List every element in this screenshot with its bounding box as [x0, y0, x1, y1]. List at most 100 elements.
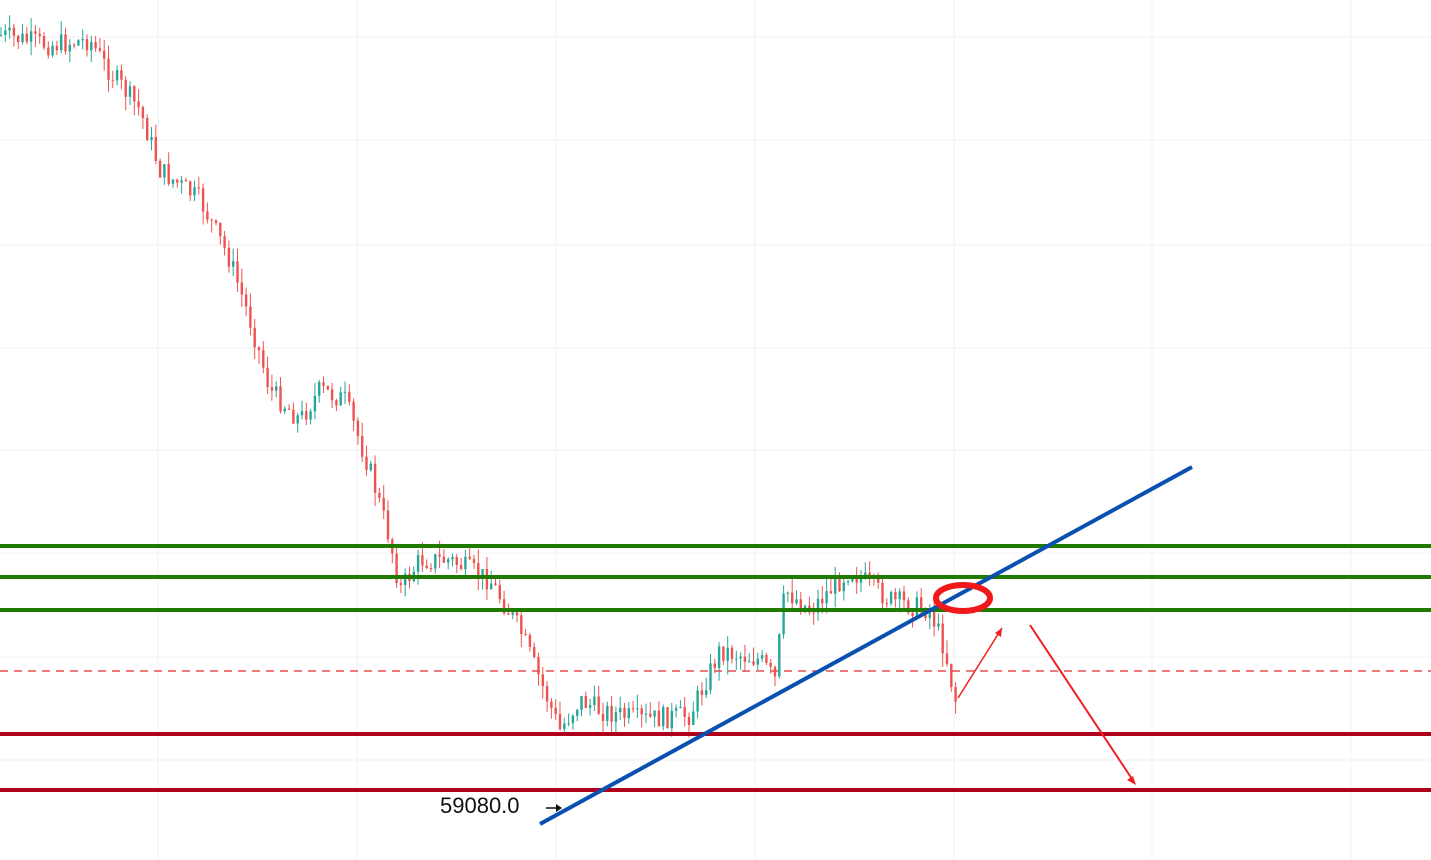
- candle-body: [511, 612, 514, 615]
- candle-body: [812, 612, 815, 614]
- candle-body: [197, 187, 200, 189]
- candle-body: [81, 38, 84, 41]
- candle-body: [859, 577, 863, 583]
- candle-body: [163, 164, 166, 178]
- candle-body: [21, 33, 24, 43]
- candle-body: [576, 709, 579, 716]
- candle-body: [438, 554, 441, 557]
- candle-body: [743, 656, 747, 662]
- arrow-down: [1029, 624, 1135, 783]
- candle-body: [120, 70, 123, 80]
- candle-body: [249, 306, 252, 328]
- candle-body: [584, 695, 587, 708]
- candles: [0, 15, 957, 738]
- candle-body: [709, 663, 712, 691]
- candle-body: [485, 568, 489, 590]
- candle-body: [447, 559, 450, 563]
- candle-body: [915, 597, 919, 617]
- candle-body: [722, 646, 725, 661]
- candle-body: [25, 33, 28, 42]
- candle-body: [816, 598, 820, 613]
- candle-body: [4, 30, 7, 35]
- candle-body: [137, 101, 140, 108]
- candle-body: [898, 591, 901, 600]
- candle-body: [760, 655, 764, 659]
- candle-body: [262, 350, 265, 368]
- candle-body: [158, 160, 162, 178]
- candle-body: [558, 713, 562, 730]
- candle-body: [937, 623, 940, 627]
- candle-body: [236, 261, 239, 283]
- candle-body: [421, 554, 424, 566]
- candle-body: [920, 597, 923, 610]
- candle-body: [227, 247, 231, 267]
- candle-body: [821, 598, 824, 604]
- candle-body: [550, 701, 553, 708]
- candle-body: [477, 562, 480, 578]
- candle-body: [739, 656, 742, 659]
- candle-body: [610, 705, 613, 722]
- candle-body: [911, 612, 914, 617]
- candle-body: [520, 615, 523, 634]
- candle-body: [352, 401, 355, 421]
- candle-body: [34, 31, 37, 34]
- candle-body: [687, 716, 691, 725]
- candle-body: [683, 706, 686, 717]
- candle-body: [502, 599, 506, 614]
- candle-body: [42, 36, 46, 48]
- candle-body: [649, 713, 652, 717]
- candle-body: [662, 707, 665, 727]
- candle-body: [98, 48, 102, 51]
- candle-body: [653, 710, 656, 717]
- candle-body: [361, 435, 364, 457]
- candle-body: [730, 647, 734, 659]
- candle-body: [537, 656, 540, 675]
- candle-body: [705, 690, 708, 695]
- candle-body: [515, 612, 519, 616]
- candle-body: [94, 42, 97, 49]
- candle-body: [700, 690, 704, 695]
- candle-body: [29, 31, 33, 42]
- candle-body: [133, 86, 136, 102]
- candle-body: [765, 655, 768, 663]
- candle-body: [313, 395, 317, 412]
- candle-body: [399, 583, 403, 586]
- candle-body: [279, 386, 282, 412]
- candle-body: [601, 713, 605, 722]
- candle-body: [416, 554, 420, 572]
- candle-body: [614, 712, 618, 722]
- candle-body: [666, 707, 669, 729]
- candle-body: [253, 327, 256, 348]
- candle-body: [12, 27, 16, 36]
- candle-body: [369, 463, 372, 471]
- candle-body: [563, 723, 566, 730]
- candle-body: [210, 219, 213, 221]
- candle-body: [829, 591, 833, 594]
- candle-body: [524, 633, 527, 635]
- candle-body: [657, 710, 661, 727]
- candle-body: [287, 408, 291, 410]
- candle-body: [932, 610, 936, 627]
- candle-body: [778, 634, 781, 677]
- candle-body: [769, 662, 772, 667]
- candle-body: [795, 599, 798, 604]
- candle-body: [752, 661, 755, 665]
- candle-body: [881, 582, 884, 604]
- candle-body: [77, 40, 80, 46]
- candle-body: [90, 42, 93, 51]
- candle-body: [472, 558, 476, 563]
- candle-body: [171, 179, 175, 184]
- arrow-head: [995, 628, 1002, 637]
- candle-body: [726, 647, 729, 661]
- candle-body: [541, 674, 544, 687]
- candle-body: [60, 34, 63, 51]
- candle-body: [855, 578, 858, 583]
- candle-body: [0, 34, 3, 36]
- candle-body: [945, 653, 949, 664]
- candle-body: [38, 33, 41, 37]
- candle-body: [300, 411, 304, 416]
- candle-body: [330, 389, 334, 401]
- candle-body: [382, 497, 385, 511]
